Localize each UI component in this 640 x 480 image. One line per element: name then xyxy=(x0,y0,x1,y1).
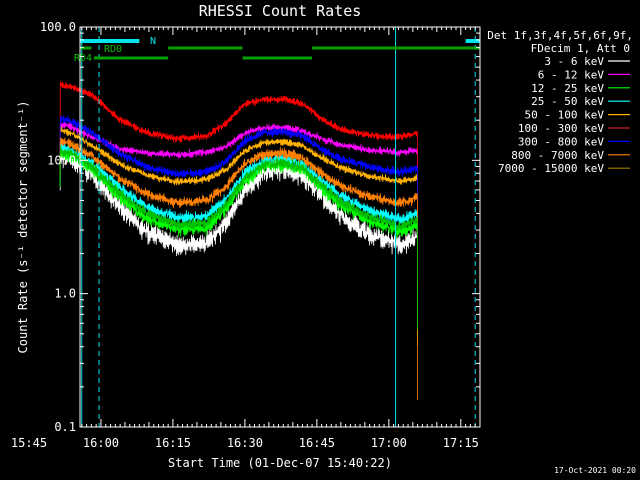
x-tick-label: 15:45 xyxy=(11,436,47,450)
series-line xyxy=(59,114,418,279)
legend-entry-label: 6 - 12 keV xyxy=(538,68,605,81)
series-line xyxy=(59,80,418,243)
y-axis-label: Count Rate (s⁻¹ detector segment⁻¹) xyxy=(16,101,30,354)
y-axis-ticks: 0.1 1.0 10.0 100.0 xyxy=(40,20,480,434)
x-tick-label: 16:00 xyxy=(83,436,119,450)
legend-entry-label: 100 - 300 keV xyxy=(518,122,604,135)
x-tick-label: 16:30 xyxy=(227,436,263,450)
footer-timestamp: 17-Oct-2021 00:20 xyxy=(554,466,636,475)
legend-entry-label: 3 - 6 keV xyxy=(544,55,604,68)
x-tick-label: 16:15 xyxy=(155,436,191,450)
series-line xyxy=(59,139,418,324)
legend-entry-label: 12 - 25 keV xyxy=(531,82,604,95)
y-tick-label: 100.0 xyxy=(40,20,76,34)
x-axis-ticks: 15:45 16:00 16:15 16:30 16:45 17:00 17:15 xyxy=(11,27,481,450)
plot-frame xyxy=(79,26,481,428)
series-line xyxy=(59,137,418,401)
legend-header-line-1: Det 1f,3f,4f,5f,6f,9f, xyxy=(487,29,633,42)
legend-entry-label: 50 - 100 keV xyxy=(525,109,605,122)
y-tick-label: 1.0 xyxy=(54,287,76,301)
x-tick-label: 17:15 xyxy=(443,436,479,450)
legend: Det 1f,3f,4f,5f,6f,9f, FDecim 1, Att 0 3… xyxy=(487,29,633,175)
y-tick-label: 0.1 xyxy=(54,420,76,434)
series-layer xyxy=(59,80,418,401)
series-line xyxy=(59,126,418,287)
legend-header-line-2: FDecim 1, Att 0 xyxy=(531,42,630,55)
x-tick-label: 16:45 xyxy=(299,436,335,450)
legend-entry-label: 25 - 50 keV xyxy=(531,95,604,108)
legend-entry-label: 800 - 7000 keV xyxy=(511,149,604,162)
series-line xyxy=(59,146,418,346)
y-tick-label: 10.0 xyxy=(47,153,76,167)
night-label: N xyxy=(150,36,156,47)
chart-title: RHESSI Count Rates xyxy=(199,2,362,20)
x-axis-label: Start Time (01-Dec-07 15:40:22) xyxy=(168,456,392,470)
rd4-label: RD4 xyxy=(74,53,92,64)
legend-entry-label: 300 - 800 keV xyxy=(518,135,604,148)
plot-area: N RD0 RD4 15:45 16:00 16:15 16:30 16:45 17:00 17… xyxy=(11,20,481,450)
rd0-label: RD0 xyxy=(104,44,122,55)
legend-entry-label: 7000 - 15000 keV xyxy=(498,162,604,175)
x-tick-label: 17:00 xyxy=(371,436,407,450)
series-line xyxy=(59,145,418,330)
series-line xyxy=(59,147,418,335)
annotation-layer: N RD0 RD4 xyxy=(74,27,480,427)
